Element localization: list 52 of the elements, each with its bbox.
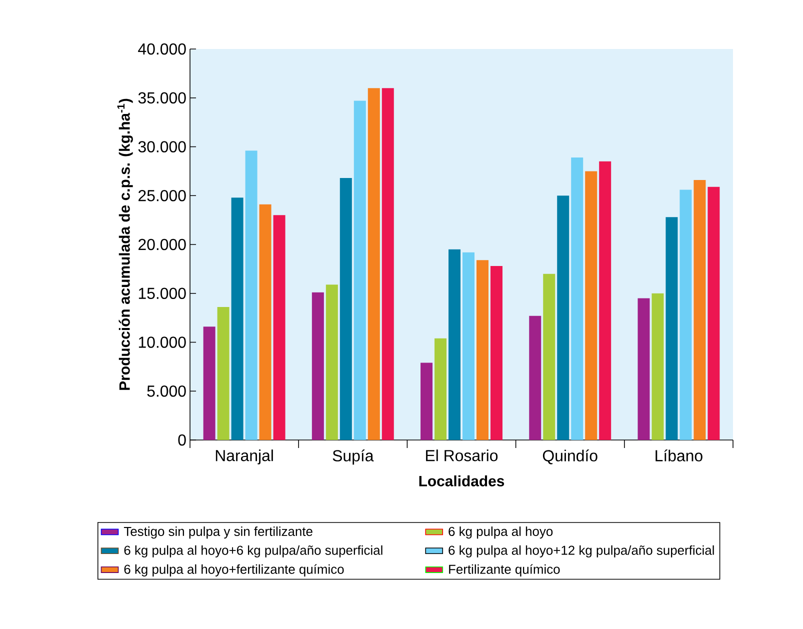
y-tick-label: 20.000 xyxy=(138,238,186,250)
bar xyxy=(354,100,366,440)
bar xyxy=(448,249,461,440)
x-tick-label: Quindío xyxy=(542,450,598,464)
bar xyxy=(312,292,324,440)
y-tick-label: 35.000 xyxy=(138,92,186,104)
bar xyxy=(217,307,230,440)
bar xyxy=(273,215,286,440)
bar xyxy=(434,338,447,440)
y-tick-label: 25.000 xyxy=(138,190,186,202)
y-tick-label: 30.000 xyxy=(138,141,186,152)
legend-label: 6 kg pulpa al hoyo+6 kg pulpa/año superficial xyxy=(124,545,382,558)
bar xyxy=(543,274,556,440)
bar xyxy=(652,293,664,440)
legend-label: 6 kg pulpa al hoyo xyxy=(448,526,553,539)
y-tick-label: 10.000 xyxy=(138,336,186,348)
legend-label: 6 kg pulpa al hoyo+fertilizante químico xyxy=(124,564,344,576)
bar xyxy=(599,161,612,440)
bar xyxy=(680,190,692,440)
bar xyxy=(571,158,584,440)
legend-label: 6 kg pulpa al hoyo+12 kg pulpa/año superficial xyxy=(448,545,714,558)
bar xyxy=(340,178,352,440)
y-tick-label: 40.000 xyxy=(138,43,186,55)
x-tick-label: Líbano xyxy=(656,450,702,462)
bar xyxy=(490,266,502,440)
bar xyxy=(420,362,433,440)
bar xyxy=(462,252,474,440)
bar xyxy=(694,180,706,440)
legend-label: Testigo sin pulpa y sin fertilizante xyxy=(124,526,312,539)
x-axis-title: Localidades xyxy=(419,475,504,486)
bar xyxy=(326,284,338,440)
bar xyxy=(666,217,678,440)
bar xyxy=(259,204,272,440)
x-tick-label: El Rosario xyxy=(426,450,498,462)
bar xyxy=(708,186,720,440)
bar xyxy=(638,298,650,440)
bar xyxy=(382,88,394,440)
bar xyxy=(529,316,542,440)
y-tick-label: 15.000 xyxy=(138,288,186,300)
bar xyxy=(231,198,244,440)
bar xyxy=(245,150,258,440)
bar xyxy=(585,171,598,440)
x-tick-label: Naranjal xyxy=(216,450,273,464)
bar xyxy=(368,88,380,440)
y-tick-label: 0 xyxy=(178,434,186,446)
y-tick-label: 5.000 xyxy=(147,385,186,397)
y-axis-title: Producción acumulada de c.p.s. (kg.ha$^{-1}$) xyxy=(117,98,133,390)
x-tick-label: Supía xyxy=(332,450,374,465)
bar xyxy=(476,260,488,440)
bar xyxy=(203,326,216,440)
bar xyxy=(557,196,570,440)
legend-label: Fertilizante químico xyxy=(449,564,560,576)
